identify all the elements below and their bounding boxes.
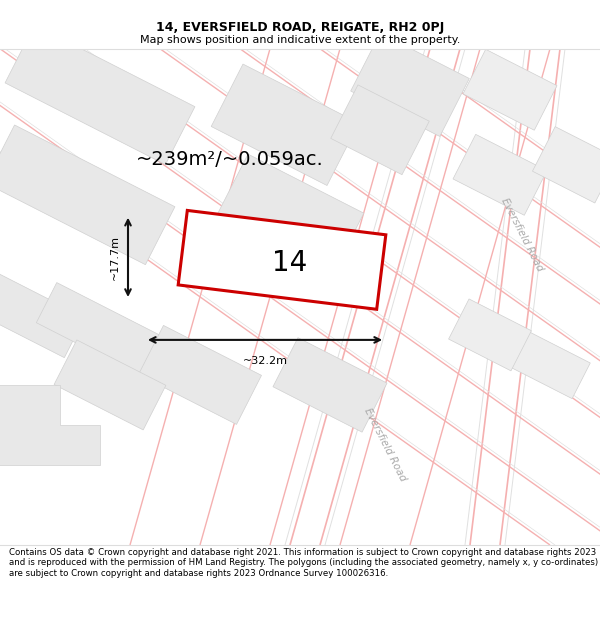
Polygon shape [178,211,386,309]
Polygon shape [216,154,364,276]
Polygon shape [449,299,532,371]
Text: ~32.2m: ~32.2m [242,356,287,366]
Text: 14: 14 [272,249,308,277]
Polygon shape [211,64,359,186]
Polygon shape [532,127,600,203]
Polygon shape [0,272,85,358]
Polygon shape [453,134,547,215]
Polygon shape [5,25,195,164]
Polygon shape [510,331,590,399]
Text: 14, EVERSFIELD ROAD, REIGATE, RH2 0PJ: 14, EVERSFIELD ROAD, REIGATE, RH2 0PJ [156,21,444,34]
Polygon shape [350,33,469,136]
Polygon shape [139,326,262,424]
Polygon shape [54,340,166,430]
Text: ~239m²/~0.059ac.: ~239m²/~0.059ac. [136,150,324,169]
Text: ~17.7m: ~17.7m [110,235,120,280]
Text: Contains OS data © Crown copyright and database right 2021. This information is : Contains OS data © Crown copyright and d… [9,548,598,578]
Polygon shape [0,385,100,465]
Text: Eversfield Road: Eversfield Road [499,196,545,273]
Text: Map shows position and indicative extent of the property.: Map shows position and indicative extent… [140,35,460,45]
Polygon shape [37,282,164,378]
Polygon shape [331,85,429,175]
Polygon shape [463,49,557,130]
Polygon shape [273,338,387,432]
Polygon shape [0,125,175,264]
Text: Eversfield Road: Eversfield Road [362,407,408,483]
